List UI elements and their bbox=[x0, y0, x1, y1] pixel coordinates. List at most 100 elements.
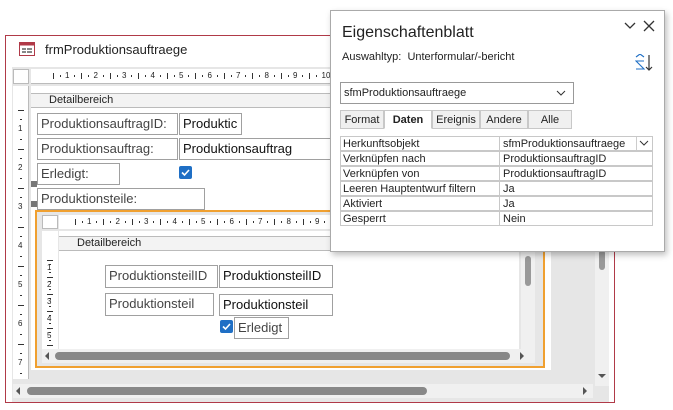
checkbox[interactable] bbox=[220, 320, 233, 333]
property-name: Verknüpfen von bbox=[340, 166, 500, 181]
ruler-number: 1 bbox=[47, 263, 52, 272]
ruler-tick bbox=[166, 73, 168, 79]
ruler-tick bbox=[20, 138, 22, 140]
ruler-tick bbox=[81, 221, 83, 223]
ruler-tick bbox=[267, 221, 269, 223]
label[interactable]: ProduktionsteilID bbox=[105, 265, 218, 288]
text-box[interactable]: Produktionsteil bbox=[219, 294, 333, 316]
label[interactable]: Produktionsteile: bbox=[37, 188, 205, 210]
ruler-number: 10 bbox=[321, 71, 331, 80]
ruler-corner bbox=[42, 215, 58, 229]
ruler-tick bbox=[49, 280, 51, 282]
ruler-tick bbox=[223, 73, 225, 79]
ruler-number: 3 bbox=[122, 71, 127, 80]
property-row[interactable]: Aktiviert Ja bbox=[340, 196, 653, 211]
ruler-tick bbox=[52, 73, 54, 79]
ruler-tick bbox=[230, 75, 232, 77]
ruler-tick bbox=[188, 219, 190, 225]
tab[interactable]: Alle bbox=[528, 110, 572, 129]
ruler-tick bbox=[245, 75, 247, 77]
scrollbar[interactable] bbox=[521, 252, 535, 349]
ruler-number: 2 bbox=[93, 71, 98, 80]
ruler-tick bbox=[302, 75, 304, 77]
scrollbar[interactable] bbox=[595, 246, 609, 386]
ruler-tick bbox=[316, 75, 318, 77]
label[interactable]: Produktionsauftrag: bbox=[37, 138, 178, 160]
text-box[interactable]: ProduktionsteilID bbox=[219, 265, 333, 288]
ruler-number: 4 bbox=[150, 71, 155, 80]
ruler-tick bbox=[252, 73, 254, 79]
label[interactable]: Erledigt bbox=[234, 317, 289, 339]
handle bbox=[31, 181, 37, 187]
ruler-tick bbox=[47, 259, 53, 261]
ruler-tick bbox=[47, 310, 53, 312]
ruler-tick bbox=[273, 75, 275, 77]
ruler-number: 1 bbox=[65, 71, 70, 80]
selection-type: Auswahltyp: Unterformular/-bericht bbox=[342, 51, 514, 63]
ruler-number: 6 bbox=[207, 71, 212, 80]
property-row[interactable]: Herkunftsobjekt sfmProduktionsauftraege bbox=[340, 136, 653, 151]
object-combo[interactable]: sfmProduktionsauftraege bbox=[340, 82, 574, 104]
ruler-tick bbox=[20, 119, 22, 121]
ruler-tick bbox=[49, 340, 51, 342]
ruler-tick bbox=[49, 306, 51, 308]
ruler-tick bbox=[20, 216, 22, 218]
ruler-tick bbox=[20, 314, 22, 316]
property-name: Gesperrt bbox=[340, 211, 500, 226]
tab[interactable]: Format bbox=[340, 110, 384, 129]
property-row[interactable]: Gesperrt Nein bbox=[340, 211, 653, 226]
ruler-tick bbox=[287, 75, 289, 77]
scrollbar[interactable] bbox=[13, 384, 593, 398]
window-controls[interactable] bbox=[623, 19, 659, 33]
label[interactable]: Produktionsteil bbox=[105, 293, 214, 316]
ruler-tick bbox=[217, 219, 219, 225]
property-row[interactable]: Verknüpfen nach ProduktionsauftragID bbox=[340, 151, 653, 166]
scrollbar[interactable] bbox=[42, 349, 535, 363]
ruler-tick bbox=[173, 75, 175, 77]
ruler-tick bbox=[47, 344, 53, 346]
ruler-number: 6 bbox=[229, 217, 234, 226]
property-grid: Herkunftsobjekt sfmProduktionsauftraege Ve… bbox=[340, 136, 653, 228]
ruler-tick bbox=[202, 75, 204, 77]
tab[interactable]: Andere bbox=[480, 110, 528, 129]
tab[interactable]: Daten bbox=[384, 110, 432, 129]
ruler-number: 4 bbox=[18, 241, 23, 250]
ruler-number: 9 bbox=[293, 71, 298, 80]
ruler-tick bbox=[274, 219, 276, 225]
ruler-tick bbox=[324, 221, 326, 223]
ruler-tick bbox=[20, 372, 22, 374]
ruler-tick bbox=[124, 221, 126, 223]
property-value: ProduktionsauftragID bbox=[500, 151, 653, 166]
ruler-tick bbox=[195, 73, 197, 79]
text-box[interactable]: Produktic bbox=[179, 113, 242, 135]
tab[interactable]: Ereignis bbox=[432, 110, 480, 129]
label[interactable]: Erledigt: bbox=[37, 163, 120, 185]
ruler-tick bbox=[18, 148, 24, 150]
ruler-tick bbox=[18, 226, 24, 228]
property-value: Nein bbox=[500, 211, 653, 226]
ruler-tick bbox=[49, 323, 51, 325]
sort-icon[interactable] bbox=[635, 54, 655, 72]
property-row[interactable]: Leeren Hauptentwurf filtern Ja bbox=[340, 181, 653, 196]
ruler-tick bbox=[88, 75, 90, 77]
section-title: Detailbereich bbox=[77, 237, 142, 249]
object-name: sfmProduktionsauftraege bbox=[344, 87, 467, 99]
ruler-tick bbox=[224, 221, 226, 223]
dropdown-button[interactable] bbox=[636, 137, 652, 150]
checkbox[interactable] bbox=[179, 166, 192, 179]
property-row[interactable]: Verknüpfen von ProduktionsauftragID bbox=[340, 166, 653, 181]
section-title: Detailbereich bbox=[49, 94, 114, 106]
ruler-tick bbox=[20, 177, 22, 179]
ruler-tick bbox=[167, 221, 169, 223]
label[interactable]: ProduktionsauftragID: bbox=[37, 113, 178, 135]
ruler-tick bbox=[259, 75, 261, 77]
ruler-number: 1 bbox=[87, 217, 92, 226]
ruler-number: 7 bbox=[18, 358, 23, 367]
ruler-tick bbox=[159, 75, 161, 77]
property-value: Ja bbox=[500, 181, 653, 196]
text-box[interactable]: Produktionsauftrag bbox=[179, 138, 337, 160]
ruler-tick bbox=[216, 75, 218, 77]
ruler-tick bbox=[138, 73, 140, 79]
ruler-tick bbox=[302, 219, 304, 225]
